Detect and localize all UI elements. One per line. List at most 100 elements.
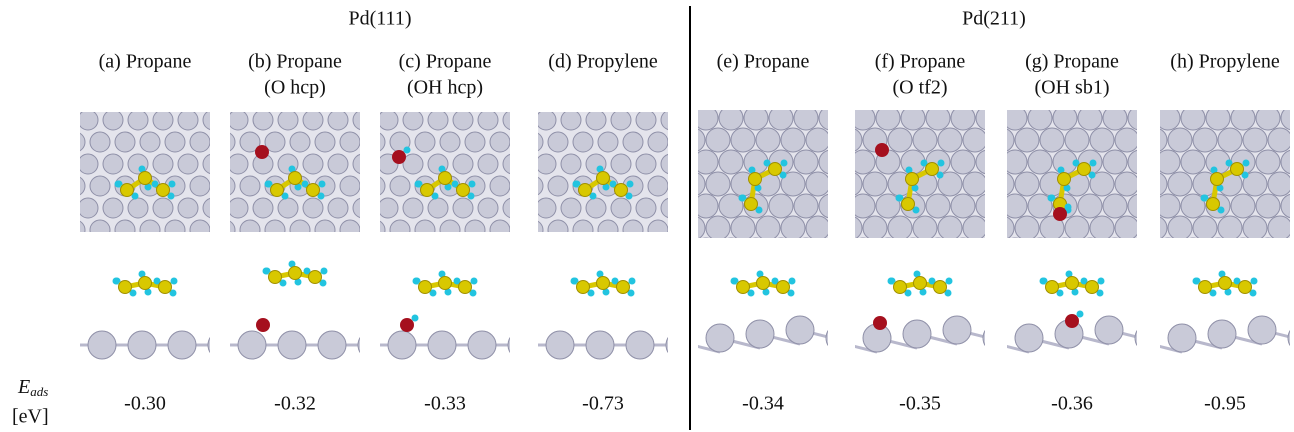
pd-atom [636, 242, 656, 262]
pd-atom [278, 331, 306, 359]
hydrogen [739, 195, 746, 202]
pd-atom [48, 331, 76, 359]
pd-atom [806, 216, 830, 240]
pd-atom [1231, 194, 1255, 218]
pd-atom [769, 106, 793, 130]
pd-atom [926, 238, 950, 262]
pd-atom [140, 220, 160, 240]
pd-atom [228, 242, 248, 262]
hydrogen [321, 268, 328, 275]
hydrogen [263, 268, 270, 275]
pd-atom [315, 220, 335, 240]
pd-atom [661, 198, 681, 218]
pd-atom [503, 154, 523, 174]
hydrogen [946, 278, 953, 285]
panel-label: (O tf2) [893, 77, 948, 99]
pd-atom [648, 220, 668, 240]
pd-atom [215, 176, 235, 196]
pd-atom [278, 242, 298, 262]
carbon [769, 163, 782, 176]
hydrogen [415, 181, 422, 188]
pd-atom [1181, 106, 1205, 130]
pd-atom [1028, 150, 1052, 174]
pd-atom [694, 150, 718, 174]
pd-atom [719, 150, 743, 174]
pd-atom [636, 110, 656, 130]
pd-atom [253, 110, 273, 130]
pd-atom [1003, 150, 1027, 174]
energy-value: -0.30 [124, 393, 166, 415]
hydrogen [731, 278, 738, 285]
pd-atom [1135, 324, 1163, 352]
pd-atom [694, 194, 718, 218]
pd-atom [851, 194, 875, 218]
pd-atom [1153, 238, 1177, 262]
carbon [745, 198, 758, 211]
pd-atom [1256, 194, 1280, 218]
energy-unit: [eV] [12, 406, 49, 428]
pd-atom [1268, 216, 1292, 240]
pd-atom [661, 110, 681, 130]
pd-atom [1131, 238, 1155, 262]
pd-atom [1181, 238, 1205, 262]
pd-atom [694, 238, 718, 262]
pd-atom [278, 110, 298, 130]
pd-atom [1003, 238, 1027, 262]
pd-atom [976, 106, 1000, 130]
pd-atom [681, 216, 705, 240]
pd-atom [278, 198, 298, 218]
pd-atom [546, 331, 574, 359]
pd-atom [626, 331, 654, 359]
pd-atom [719, 106, 743, 130]
pd-atom [128, 242, 148, 262]
pd-atom [781, 216, 805, 240]
pd-atom [1243, 128, 1267, 152]
pd-atom [90, 132, 110, 152]
pd-atom [328, 154, 348, 174]
pd-atom [478, 110, 498, 130]
pd-atom [303, 154, 323, 174]
pd-atom [1078, 106, 1102, 130]
pd-atom [53, 198, 73, 218]
pd-atom [913, 128, 937, 152]
pd-atom [65, 176, 85, 196]
carbon [1207, 198, 1220, 211]
pd-atom [153, 242, 173, 262]
pd-atom [128, 198, 148, 218]
pd-atom [1028, 106, 1052, 130]
pd-atom [1268, 128, 1292, 152]
pd-atom [315, 132, 335, 152]
pd-atom [378, 198, 398, 218]
pd-atom [951, 106, 975, 130]
pd-atom [863, 172, 887, 196]
pd-atom [403, 110, 423, 130]
carbon [577, 281, 590, 294]
pd-atom [1090, 216, 1114, 240]
pd-atom [88, 331, 116, 359]
pd-atom [826, 106, 850, 130]
pd-atom [694, 106, 718, 130]
panel-label: (a) Propane [99, 51, 192, 73]
pd-atom [819, 238, 843, 262]
pd-atom [365, 176, 385, 196]
pd-atom [165, 132, 185, 152]
pd-atom [636, 154, 656, 174]
group-title: Pd(111) [349, 8, 412, 30]
energy-subscript: ads [30, 384, 48, 399]
panel-label: (h) Propylene [1170, 51, 1280, 73]
energy-value: -0.36 [1051, 393, 1093, 415]
pd-atom [975, 328, 1003, 356]
carbon [1078, 163, 1091, 176]
pd-atom [90, 220, 110, 240]
pd-atom [523, 220, 543, 240]
pd-atom [819, 194, 843, 218]
pd-atom [990, 216, 1014, 240]
top-view [669, 106, 880, 262]
pd-atom [1090, 128, 1114, 152]
pd-atom [876, 106, 900, 130]
pd-atom [353, 242, 373, 262]
pd-atom [203, 154, 223, 174]
hydrogen [115, 181, 122, 188]
pd-atom [951, 194, 975, 218]
hydrogen [169, 181, 176, 188]
